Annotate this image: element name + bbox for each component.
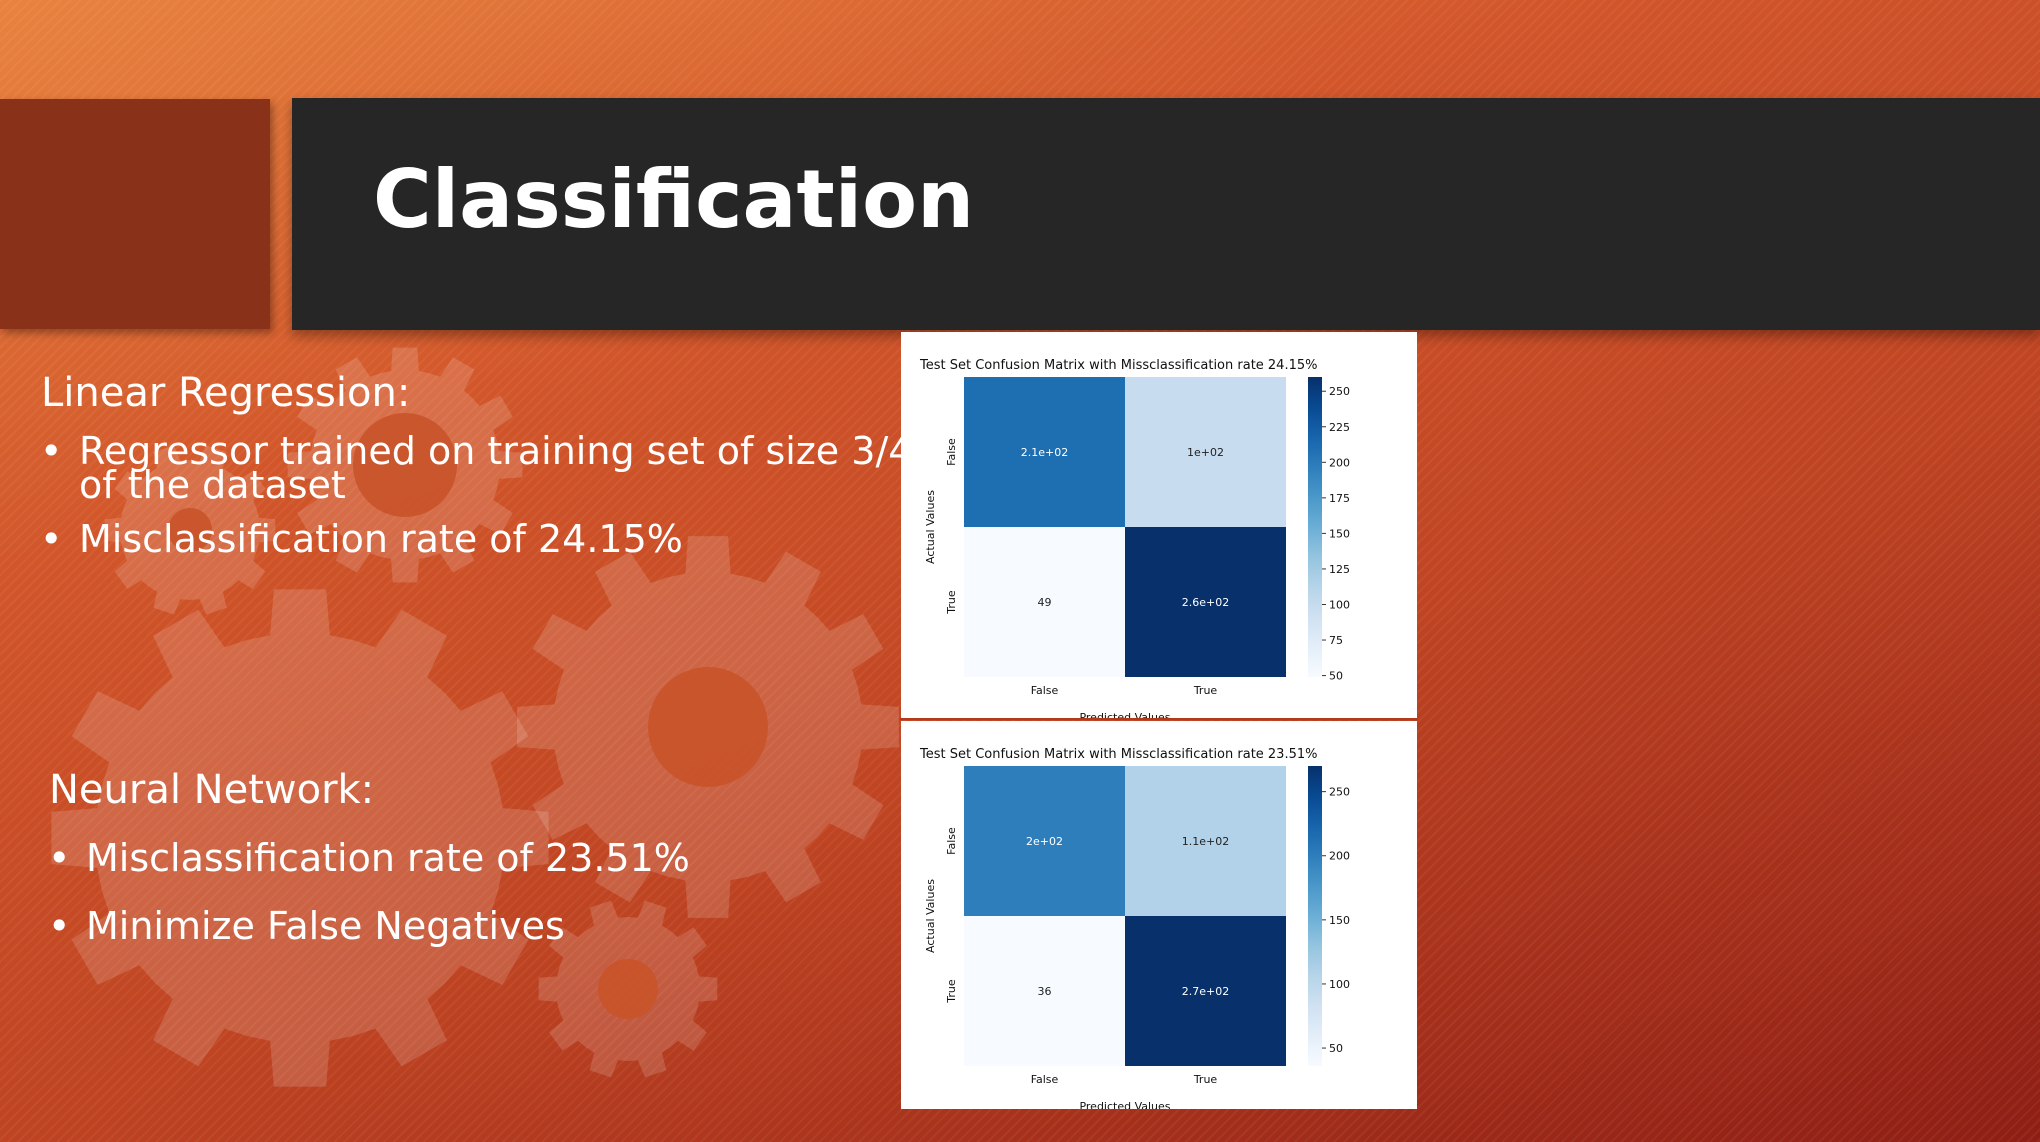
gear-shape — [51, 589, 549, 1087]
y-tick-label: False — [945, 827, 958, 855]
heatmap-cell — [964, 766, 1125, 916]
colorbar-tick-label: 225 — [1329, 421, 1350, 434]
x-axis-label: Predicted Values — [1079, 1100, 1170, 1109]
panel-divider — [900, 718, 1417, 720]
cell-annotation: 36 — [1038, 985, 1052, 998]
bullet-text: Misclassification rate of 23.51% — [86, 836, 690, 880]
bullet-dot: • — [48, 836, 71, 880]
colorbar-tick-label: 50 — [1329, 670, 1343, 683]
heatmap-cell — [964, 527, 1125, 677]
heatmap-cell — [1125, 377, 1286, 527]
gear-hole — [598, 959, 658, 1019]
confusion-matrix-panel-linear: Test Set Confusion Matrix with Missclass… — [901, 332, 1417, 718]
colorbar-tick-label: 100 — [1329, 978, 1350, 991]
bullet-dot: • — [40, 517, 63, 561]
cell-annotation: 2e+02 — [1026, 835, 1063, 848]
y-tick-label: True — [945, 979, 958, 1004]
colorbar-tick-label: 200 — [1329, 850, 1350, 863]
x-tick-label: False — [1031, 684, 1059, 697]
bullet-dot: • — [48, 904, 71, 948]
accent-block — [0, 99, 270, 329]
colorbar-tick-label: 150 — [1329, 527, 1350, 540]
colorbar-tick-label: 200 — [1329, 456, 1350, 469]
linear-regression-heading: Linear Regression: — [41, 370, 411, 416]
heatmap-cell — [964, 377, 1125, 527]
x-axis-label: Predicted Values — [1079, 711, 1170, 718]
gear-hole — [353, 413, 457, 517]
gear-hole — [648, 667, 768, 787]
cell-annotation: 2.1e+02 — [1021, 446, 1068, 459]
colorbar — [1308, 377, 1322, 677]
bullet-text: Minimize False Negatives — [86, 904, 565, 948]
colorbar-tick-label: 100 — [1329, 598, 1350, 611]
colorbar-tick-label: 50 — [1329, 1042, 1343, 1055]
cell-annotation: 2.7e+02 — [1182, 985, 1229, 998]
y-axis-label: Actual Values — [924, 490, 937, 564]
cell-annotation: 1e+02 — [1187, 446, 1224, 459]
x-tick-label: True — [1193, 684, 1218, 697]
gear-hole — [168, 508, 212, 552]
gears-decoration — [51, 347, 899, 1087]
heatmap-cell — [1125, 916, 1286, 1066]
confusion-matrix-linear: Test Set Confusion Matrix with Missclass… — [919, 358, 1350, 718]
bullet-text-continued: of the dataset — [79, 463, 346, 507]
neural-network-heading: Neural Network: — [49, 767, 375, 813]
bullet-dot: • — [40, 429, 63, 473]
y-axis-label: Actual Values — [924, 879, 937, 953]
x-tick-label: False — [1031, 1073, 1059, 1086]
chart-title: Test Set Confusion Matrix with Missclass… — [919, 747, 1317, 762]
heatmap-cell — [964, 916, 1125, 1066]
colorbar-tick-label: 75 — [1329, 634, 1343, 647]
bullet-text: Regressor trained on training set of siz… — [79, 429, 913, 473]
cell-annotation: 49 — [1038, 596, 1052, 609]
colorbar-tick-label: 175 — [1329, 492, 1350, 505]
colorbar — [1308, 766, 1322, 1066]
heatmap-cell — [1125, 527, 1286, 677]
bullet-text: Misclassification rate of 24.15% — [79, 517, 683, 561]
slide-title: Classification — [373, 153, 975, 246]
title-bar — [292, 98, 2040, 330]
heatmap-cell — [1125, 766, 1286, 916]
chart-title: Test Set Confusion Matrix with Missclass… — [919, 358, 1317, 373]
colorbar-tick-label: 125 — [1329, 563, 1350, 576]
confusion-matrix-neural: Test Set Confusion Matrix with Missclass… — [919, 747, 1350, 1109]
confusion-matrix-panel-neural: Test Set Confusion Matrix with Missclass… — [901, 721, 1417, 1109]
cell-annotation: 2.6e+02 — [1182, 596, 1229, 609]
y-tick-label: True — [945, 590, 958, 615]
cell-annotation: 1.1e+02 — [1182, 835, 1229, 848]
colorbar-tick-label: 150 — [1329, 914, 1350, 927]
colorbar-tick-label: 250 — [1329, 786, 1350, 799]
colorbar-tick-label: 250 — [1329, 385, 1350, 398]
y-tick-label: False — [945, 438, 958, 466]
x-tick-label: True — [1193, 1073, 1218, 1086]
